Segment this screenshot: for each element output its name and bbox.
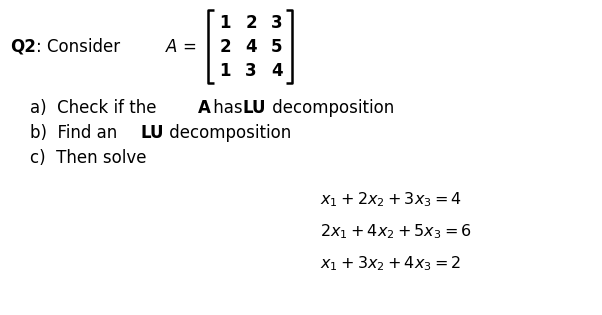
Text: 4: 4 [245, 38, 257, 56]
Text: 1: 1 [219, 14, 231, 32]
Text: LU: LU [243, 99, 267, 117]
Text: decomposition: decomposition [164, 124, 291, 142]
Text: 4: 4 [271, 62, 283, 80]
Text: 2: 2 [219, 38, 231, 56]
Text: 2: 2 [245, 14, 257, 32]
Text: $x_1 + 2x_2 + 3x_3 = 4$: $x_1 + 2x_2 + 3x_3 = 4$ [320, 191, 462, 209]
Text: 5: 5 [272, 38, 283, 56]
Text: a)  Check if the: a) Check if the [30, 99, 162, 117]
Text: LU: LU [140, 124, 164, 142]
Text: $x_1 + 3x_2 + 4x_3 = 2$: $x_1 + 3x_2 + 4x_3 = 2$ [320, 255, 461, 273]
Text: has: has [208, 99, 248, 117]
Text: 3: 3 [271, 14, 283, 32]
Text: $2x_1 + 4x_2 + 5x_3 = 6$: $2x_1 + 4x_2 + 5x_3 = 6$ [320, 223, 472, 241]
Text: A: A [198, 99, 211, 117]
Text: c)  Then solve: c) Then solve [30, 149, 146, 167]
Text: 1: 1 [219, 62, 231, 80]
Text: Q2: Q2 [10, 38, 36, 56]
Text: $A$ =: $A$ = [165, 38, 197, 56]
Text: b)  Find an: b) Find an [30, 124, 122, 142]
Text: : Consider: : Consider [36, 38, 120, 56]
Text: 3: 3 [245, 62, 257, 80]
Text: decomposition: decomposition [267, 99, 394, 117]
